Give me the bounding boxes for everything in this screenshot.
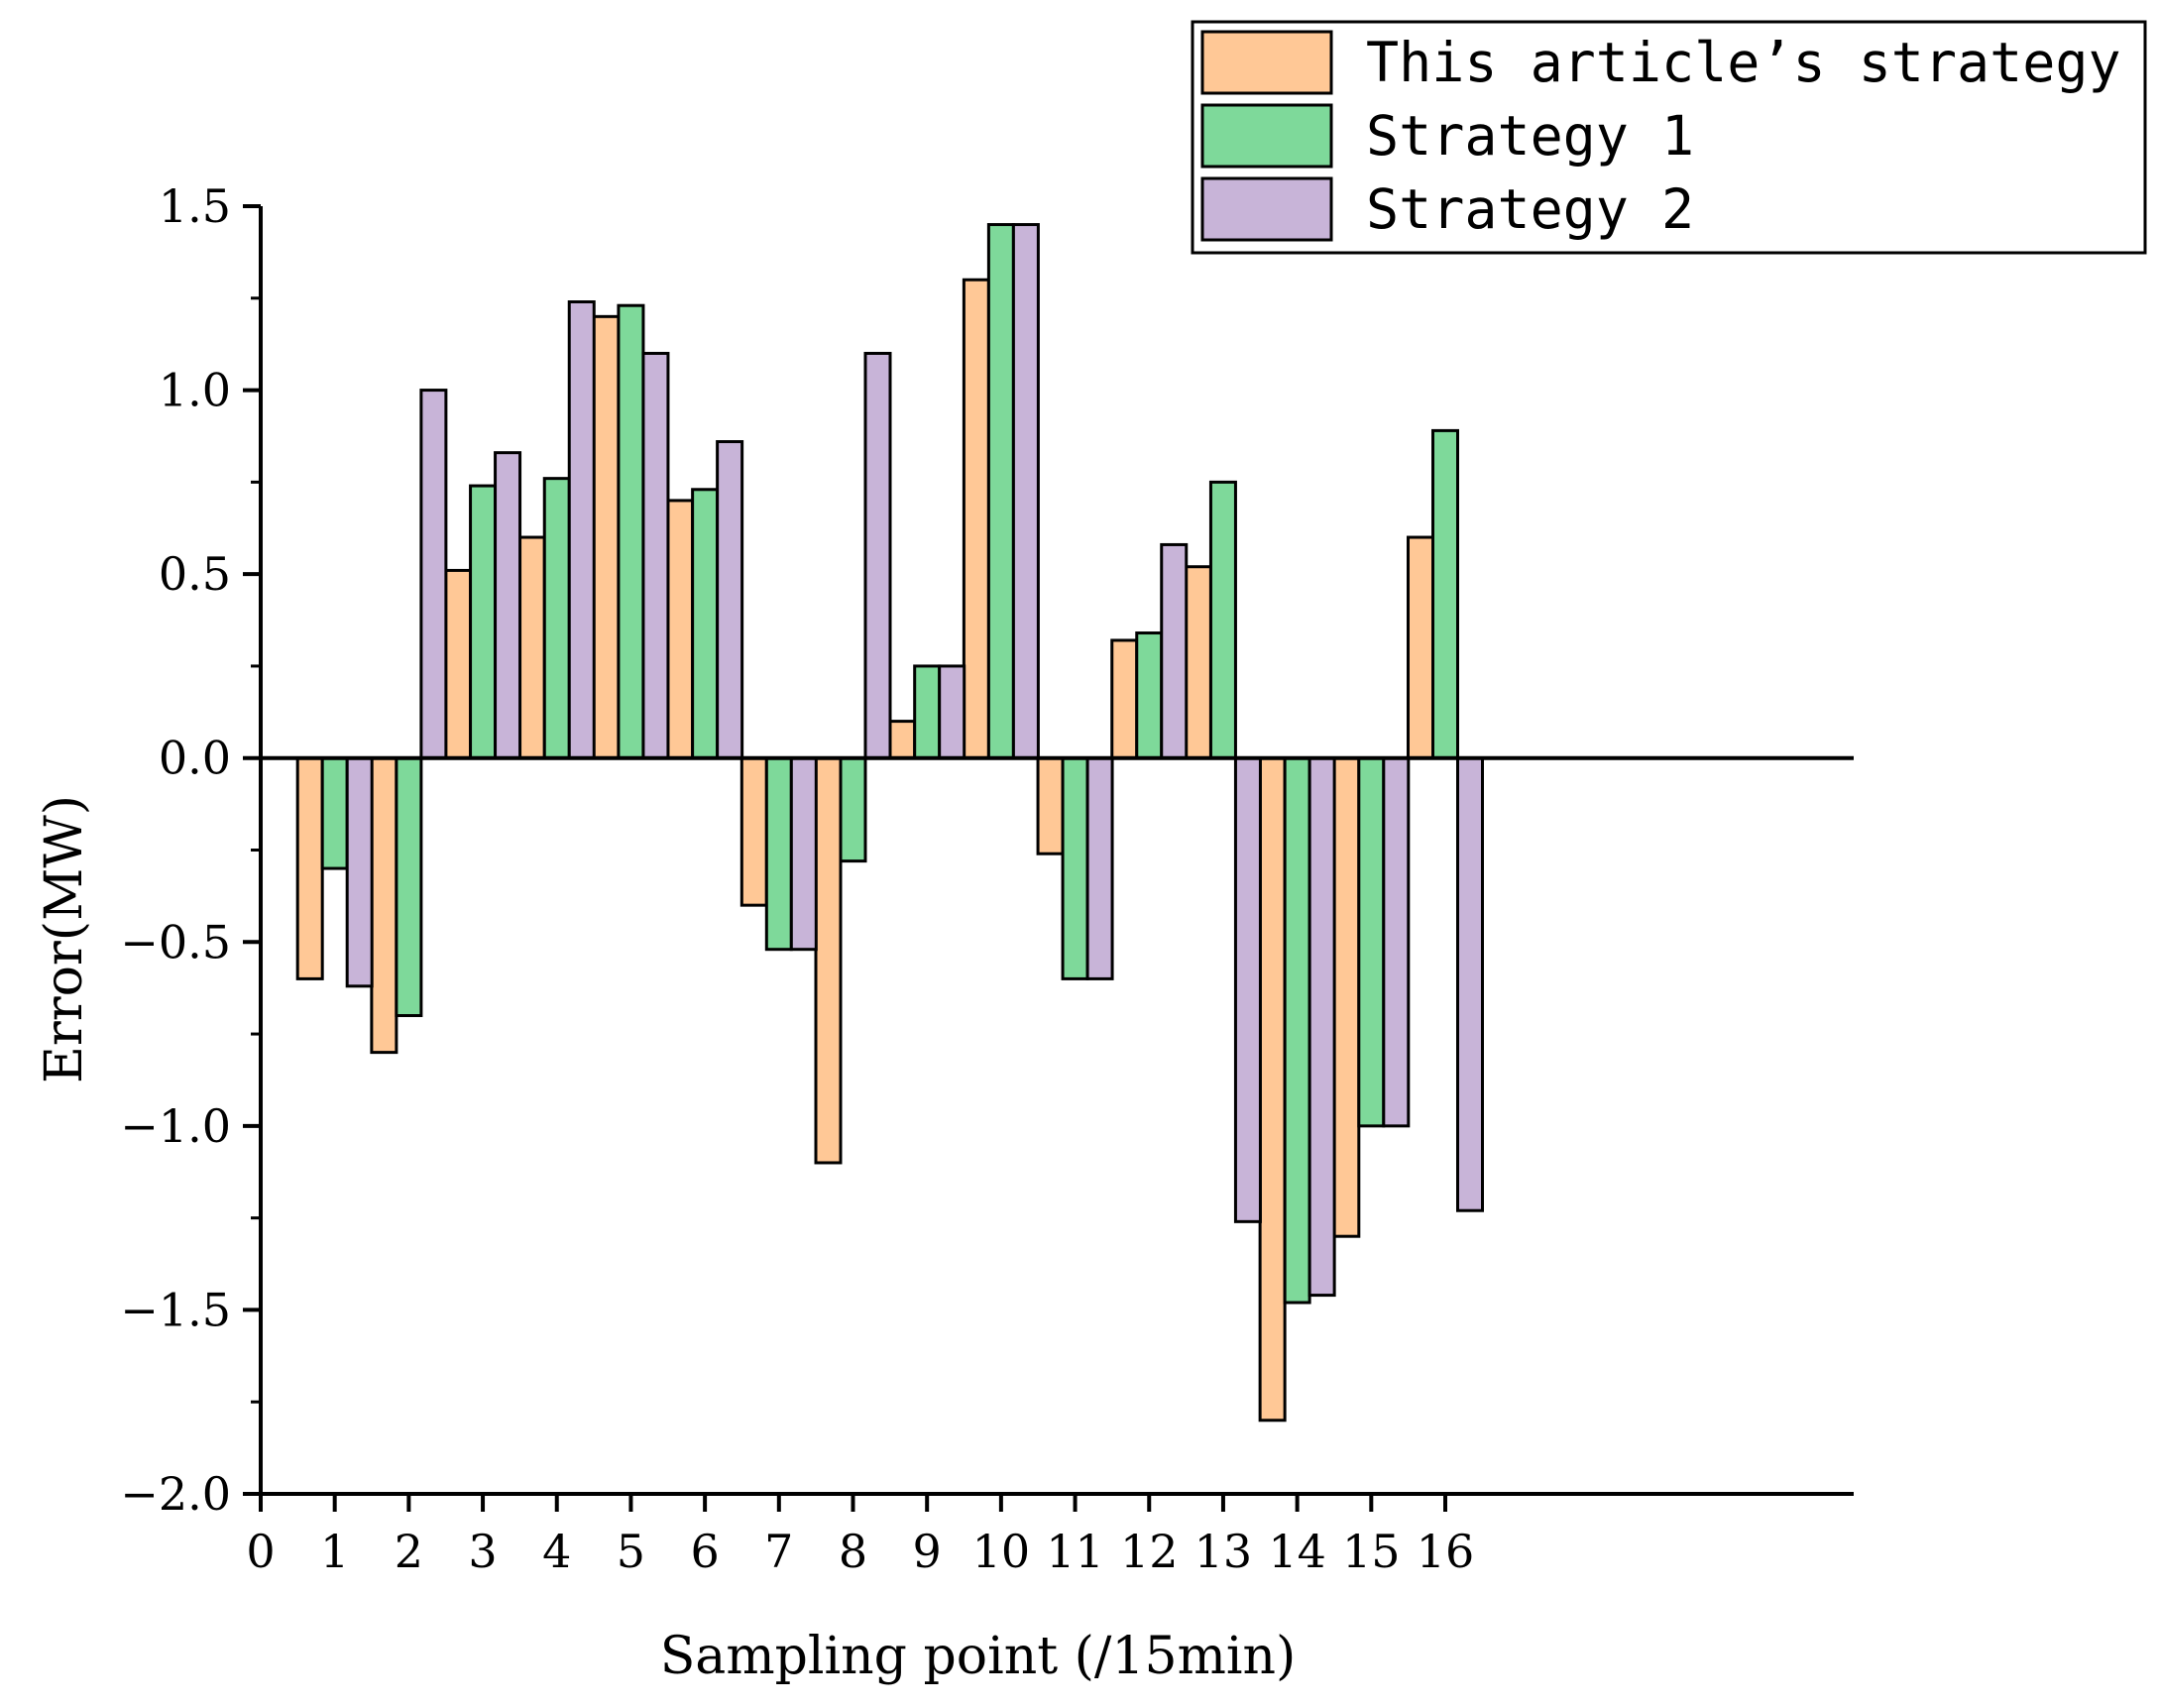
legend-label-series2: Strategy 1 (1366, 104, 1694, 168)
y-tick-label: 1.5 (159, 179, 231, 233)
legend: This article’s strategy Strategy 1 Strateg… (1191, 20, 2147, 255)
y-tick-label: 0.5 (159, 547, 231, 601)
legend-swatch-series1 (1200, 30, 1333, 95)
x-tick-label: 0 (246, 1525, 275, 1578)
bar-series3-point14 (1307, 756, 1336, 1298)
bar-series2-point10 (986, 223, 1015, 760)
y-axis-title: Error(MW) (35, 795, 94, 1083)
x-tick-label: 3 (468, 1525, 497, 1578)
bar-series2-point13 (1208, 480, 1237, 760)
legend-swatch-series2 (1200, 103, 1333, 169)
legend-label-series3: Strategy 2 (1366, 177, 1694, 241)
bar-series3-point9 (938, 664, 966, 760)
bar-series1-point16 (1407, 535, 1434, 760)
bar-series2-point11 (1061, 756, 1089, 980)
x-tick-label: 10 (972, 1525, 1031, 1578)
bar-series1-point2 (370, 756, 398, 1055)
x-tick-label: 16 (1417, 1525, 1475, 1578)
bar-series2-point3 (469, 484, 498, 760)
bar-series2-point15 (1357, 756, 1386, 1128)
y-tick-label: 0.0 (159, 732, 231, 785)
bar-series2-point7 (764, 756, 793, 952)
bar-series3-point16 (1456, 756, 1484, 1212)
x-tick-label: 8 (839, 1525, 867, 1578)
bar-series1-point5 (592, 314, 621, 760)
x-tick-label: 11 (1046, 1525, 1104, 1578)
bar-series3-point2 (419, 389, 448, 760)
bar-series1-point12 (1110, 638, 1139, 760)
y-tick-label: −1.5 (120, 1283, 231, 1336)
bar-series2-point4 (542, 477, 571, 760)
bar-series3-point6 (716, 440, 744, 760)
bar-series3-point7 (789, 756, 818, 952)
x-tick-label: 2 (395, 1525, 423, 1578)
bar-series1-point11 (1036, 756, 1065, 855)
legend-label-series1: This article’s strategy (1366, 31, 2121, 94)
x-tick-label: 9 (913, 1525, 942, 1578)
bar-series3-point15 (1382, 756, 1411, 1128)
ticks-layer: −2.0−1.5−1.0−0.50.00.51.01.50 1 2 3 4 5 6 7 8 9 10… (120, 179, 1474, 1578)
y-tick-label: −0.5 (120, 915, 231, 968)
x-axis-title: Sampling point (/15min) (660, 1627, 1297, 1686)
bar-series2-point5 (617, 303, 645, 760)
bar-series3-point5 (641, 351, 670, 760)
bar-series1-point7 (739, 756, 768, 907)
bar-series1-point10 (962, 278, 990, 760)
bar-series3-point8 (863, 351, 892, 760)
x-tick-label: 6 (690, 1525, 719, 1578)
y-tick-label: −2.0 (120, 1467, 231, 1521)
bar-series2-point16 (1431, 428, 1459, 760)
bar-series2-point9 (913, 664, 942, 760)
legend-box (1191, 20, 2147, 255)
x-tick-label: 1 (320, 1525, 349, 1578)
bar-series1-point13 (1184, 565, 1212, 760)
bar-series1-point3 (444, 568, 473, 760)
x-tick-label: 12 (1120, 1525, 1179, 1578)
bars-layer (295, 223, 1484, 1423)
bar-series1-point8 (814, 756, 843, 1165)
bar-series2-point8 (839, 756, 867, 863)
bar-series2-point1 (320, 756, 349, 870)
bar-series3-point3 (494, 451, 522, 760)
bar-series2-point6 (691, 488, 720, 760)
x-tick-label: 5 (617, 1525, 645, 1578)
bar-series3-point10 (1011, 223, 1040, 760)
bar-series2-point2 (395, 756, 423, 1018)
x-tick-label: 4 (542, 1525, 571, 1578)
x-tick-label: 15 (1342, 1525, 1401, 1578)
bar-series3-point13 (1233, 756, 1262, 1223)
x-tick-label: 7 (764, 1525, 793, 1578)
bar-series3-point11 (1085, 756, 1114, 980)
bar-series1-point4 (517, 535, 546, 760)
legend-swatch-series3 (1200, 176, 1333, 242)
bar-series1-point1 (295, 756, 324, 980)
bar-series1-point6 (666, 499, 695, 760)
bar-series2-point12 (1135, 631, 1164, 760)
x-tick-label: 14 (1268, 1525, 1326, 1578)
bar-series3-point4 (567, 300, 596, 760)
bar-series3-point12 (1160, 542, 1189, 760)
y-tick-label: 1.0 (159, 364, 231, 417)
y-tick-label: −1.0 (120, 1099, 231, 1153)
bar-series1-point9 (888, 720, 917, 760)
bar-series1-point15 (1332, 756, 1361, 1238)
bar-series1-point14 (1258, 756, 1287, 1423)
bar-series3-point1 (345, 756, 374, 988)
x-tick-label: 13 (1194, 1525, 1253, 1578)
bar-series2-point14 (1283, 756, 1311, 1305)
